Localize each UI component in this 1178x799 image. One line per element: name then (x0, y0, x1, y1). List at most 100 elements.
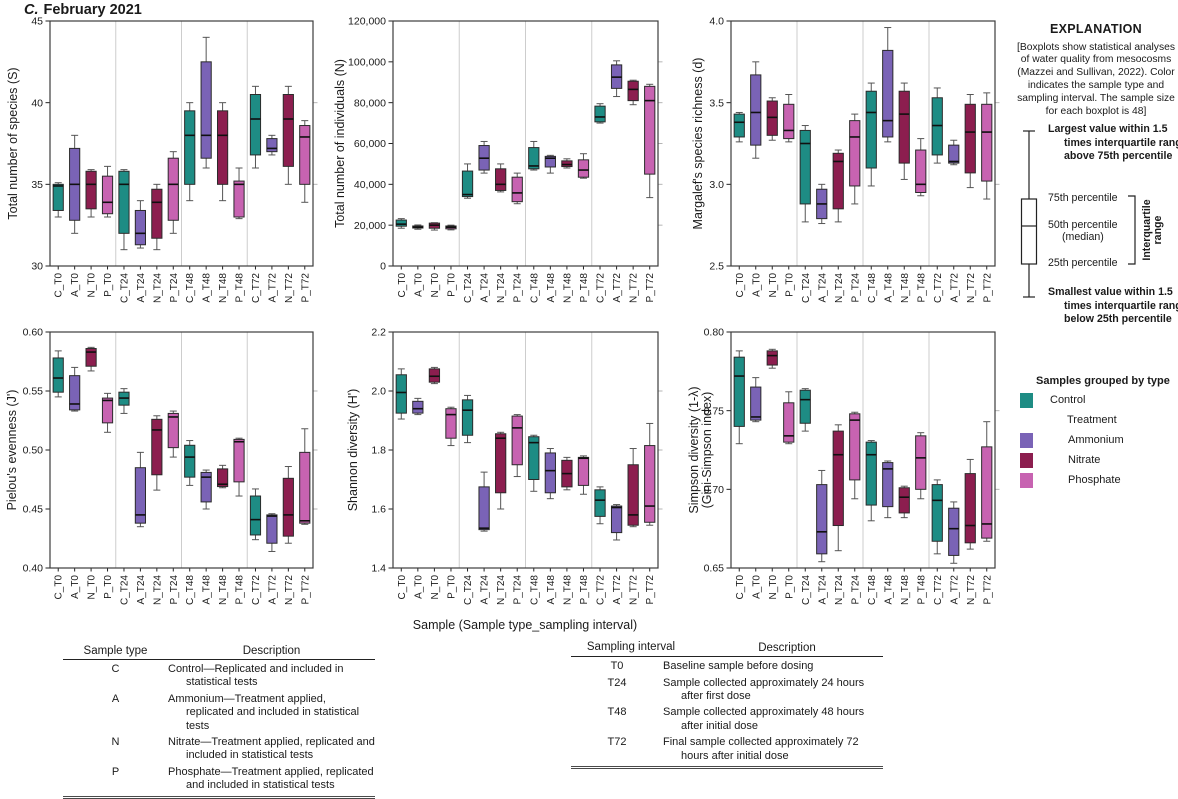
x-tick-label: A_T48 (546, 273, 557, 303)
panel-frame (392, 20, 659, 267)
table-row: P Phosphate—Treatment applied, replicated… (63, 766, 375, 793)
key-smallest-label: Smallest value within 1.5 times interqua… (1048, 285, 1178, 326)
y-axis-label: Pielou's evenness (J') (5, 390, 19, 511)
x-tick-label: C_T0 (735, 575, 746, 600)
x-tick-label: N_T48 (900, 273, 911, 303)
x-tick-label: A_T0 (751, 575, 762, 599)
boxplot-box (184, 440, 196, 486)
x-tick-label: P_T24 (850, 575, 861, 605)
x-tick-label: A_T24 (136, 273, 147, 303)
boxplot-box (849, 113, 861, 205)
y-tick-label: 40 (31, 97, 43, 109)
table-key-cell: T24 (607, 676, 627, 689)
x-tick-label: C_T72 (933, 575, 944, 605)
boxplot-key: Largest value within 1.5 times interquar… (1014, 123, 1178, 361)
table-header-cell: Description (242, 645, 301, 657)
panel-frame (730, 20, 996, 267)
y-axis-label: Total number of individuals (N) (333, 59, 347, 228)
y-tick-label: 3.5 (709, 97, 724, 109)
panel-frame (730, 331, 996, 569)
table-header: Sampling interval Description (571, 641, 883, 658)
boxplot-box (783, 391, 795, 445)
x-tick-label: N_T0 (768, 273, 779, 298)
x-tick-label: C_T72 (596, 575, 607, 605)
sample-type-table: Sample type Description C Control—Replicate… (63, 645, 375, 799)
y-tick-label: 0.65 (704, 563, 725, 575)
x-tick-label: N_T24 (152, 575, 163, 605)
y-tick-label: 60,000 (354, 138, 386, 150)
table-header-cell: Sample type (83, 645, 148, 657)
boxplot-box (981, 92, 993, 200)
table-desc-cell: Final sample collected approximately 72 … (663, 736, 859, 762)
y-tick-label: 0.55 (23, 386, 44, 398)
boxplot-box (495, 431, 507, 510)
figure-letter: C. (24, 2, 39, 18)
legend-item-phosphate: Phosphate (1014, 473, 1178, 489)
table-key-cell: C (111, 663, 120, 675)
y-tick-label: 0.50 (23, 445, 44, 457)
boxplot-box (167, 151, 179, 234)
y-tick-label: 35 (31, 179, 43, 191)
x-tick-label: A_T0 (70, 273, 81, 297)
boxplot-box (101, 392, 114, 433)
boxplot-box (832, 149, 844, 223)
x-tick-label: N_T0 (87, 273, 98, 298)
boxplot-box (461, 163, 474, 199)
x-tick-label: N_T48 (218, 575, 229, 605)
table-row: T72 Final sample collected approximately … (571, 736, 883, 763)
boxplot-box (412, 224, 424, 230)
y-tick-label: 0.80 (704, 327, 725, 339)
y-tick-label: 40,000 (354, 179, 386, 191)
boxplot-box (948, 501, 960, 564)
table-row: T0 Baseline sample before dosing (571, 660, 883, 673)
x-tick-label: P_T48 (579, 273, 590, 303)
table-row: N Nitrate—Treatment applied, replicated a… (63, 736, 375, 763)
boxplot-box (299, 428, 311, 525)
boxplot-box (783, 94, 795, 143)
boxplot-box (282, 85, 294, 185)
x-tick-label: N_T0 (768, 575, 779, 600)
x-tick-label: P_T24 (169, 575, 180, 605)
x-tick-label: A_T72 (267, 575, 278, 605)
x-tick-label: N_T0 (87, 575, 98, 600)
boxplot-box (766, 348, 778, 369)
boxplot-key-glyph (1020, 130, 1038, 298)
legend-label: Treatment (1067, 413, 1117, 426)
boxplot-box (216, 102, 229, 202)
boxplot-box (118, 388, 130, 414)
figure-title-text: February 2021 (43, 2, 142, 18)
boxplot-panel: 0 20,000 40,000 60,000 80,000 100,000 120,000 T… (333, 16, 663, 303)
y-tick-label: 20,000 (354, 220, 386, 232)
boxplot-box (299, 120, 311, 203)
boxplot-box (200, 469, 212, 510)
y-axis-label: Total number of species (S) (6, 67, 20, 219)
boxplot-box (750, 61, 762, 159)
boxplot-box (544, 154, 556, 174)
boxplot-box (561, 158, 573, 169)
x-tick-label: C_T0 (397, 273, 408, 298)
boxplot-box (134, 200, 147, 249)
table-key-cell: T48 (607, 706, 627, 719)
boxplot-box (528, 140, 540, 171)
legend-item-control: Control (1014, 393, 1178, 409)
y-tick-label: 1.4 (371, 563, 386, 575)
boxplot-box (266, 134, 278, 156)
boxplot-panel: 1.4 1.6 1.8 2.0 2.2 Shannon diversity (H') C_T… (346, 327, 663, 605)
table-header-cell: Sampling interval (586, 641, 676, 653)
boxplot-box (948, 139, 960, 166)
boxplot-box (964, 94, 976, 189)
iqr-bracket (1128, 195, 1136, 265)
boxplot-box (200, 36, 212, 169)
x-tick-label: P_T72 (982, 273, 993, 303)
x-tick-label: N_T72 (629, 273, 640, 303)
x-tick-label: P_T0 (103, 575, 114, 599)
legend-item-treatment: Treatment (1014, 413, 1178, 429)
x-tick-label: N_T48 (900, 575, 911, 605)
y-tick-label: 1.6 (371, 504, 386, 516)
legend-label: Nitrate (1068, 453, 1101, 466)
x-tick-label: P_T48 (579, 575, 590, 605)
boxplot-box (395, 218, 407, 229)
x-tick-label: N_T72 (966, 575, 977, 605)
y-tick-label: 120,000 (348, 16, 386, 28)
